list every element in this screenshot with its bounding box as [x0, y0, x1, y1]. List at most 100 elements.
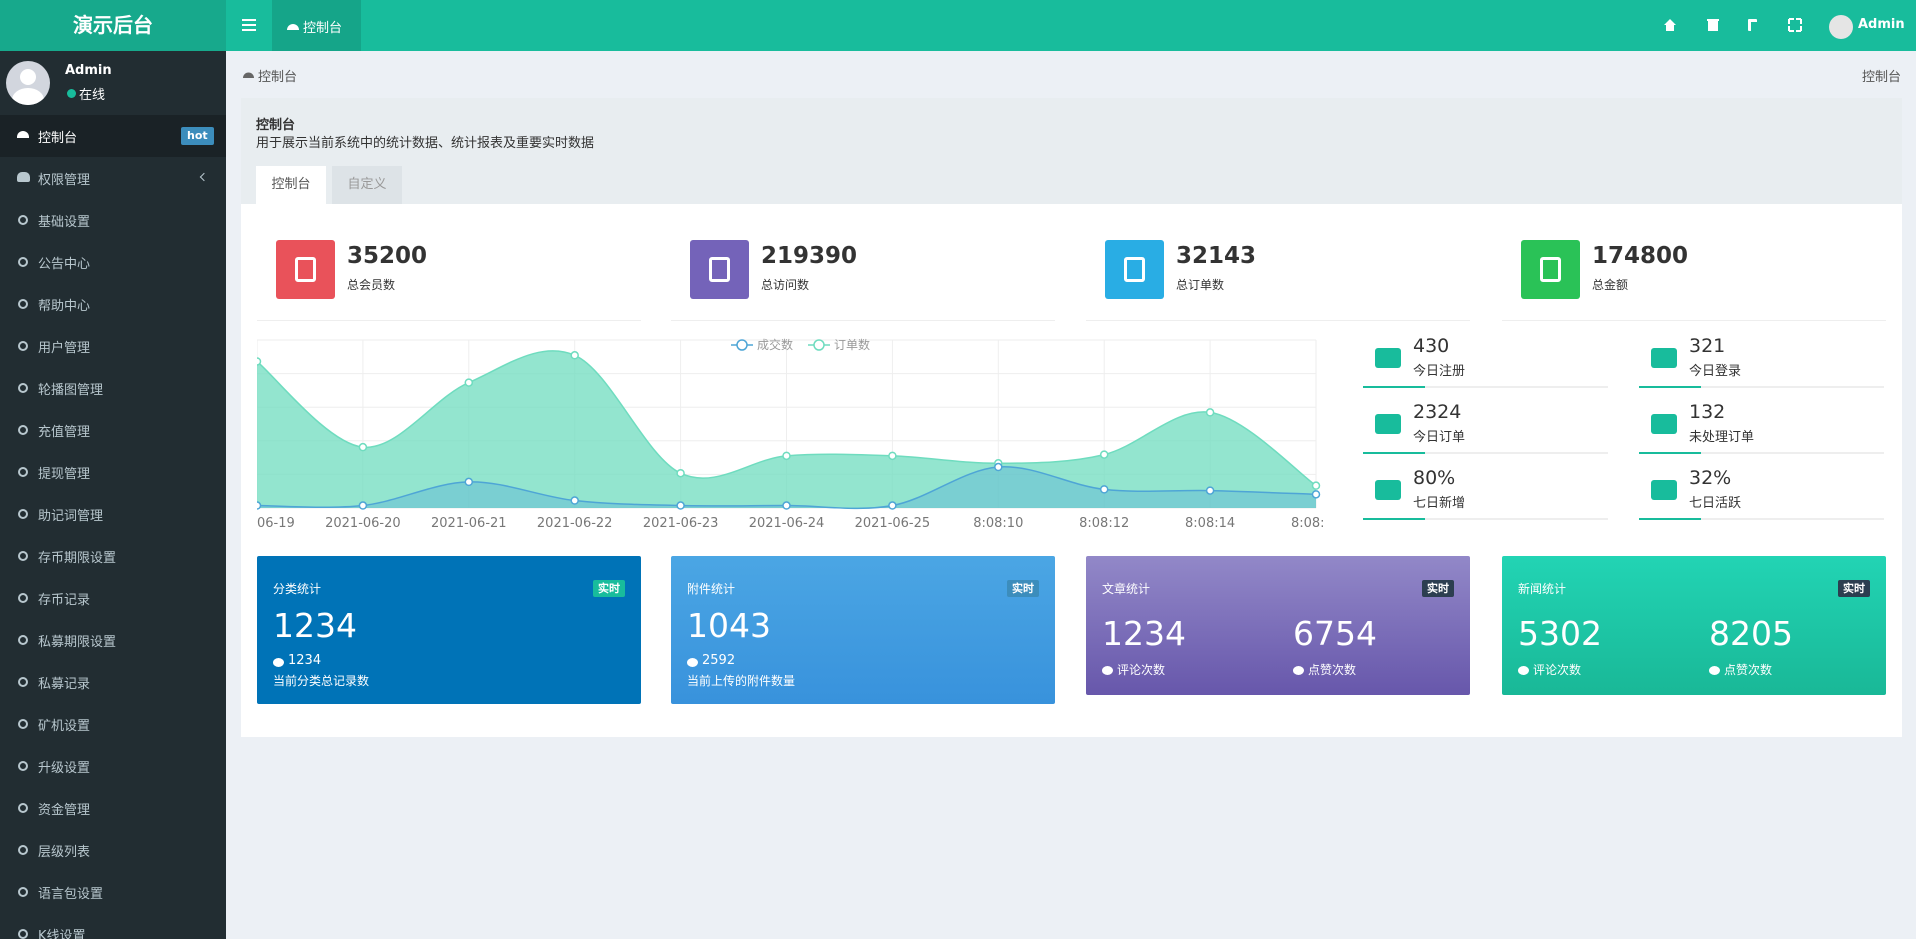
stat-card: 文章统计 实时 1234 评论次数 6754 点赞次数 — [1086, 556, 1470, 695]
menu-item[interactable]: 公告中心 — [0, 241, 226, 283]
menu-item[interactable]: 存币记录 — [0, 577, 226, 619]
panel-tab[interactable]: 自定义 — [332, 166, 402, 204]
x-tick-label: 2021-06-24 — [749, 516, 825, 531]
mini-icon — [1375, 348, 1401, 368]
legend-item[interactable]: 成交数 — [731, 337, 793, 352]
stat-icon — [690, 240, 749, 299]
menu-icon — [18, 509, 28, 519]
menu-item[interactable]: 基础设置 — [0, 199, 226, 241]
data-point — [888, 451, 897, 461]
x-tick-label: 8:08:16 — [1291, 516, 1323, 531]
series-area — [257, 466, 1316, 509]
menu-item[interactable]: 帮助中心 — [0, 283, 226, 325]
menu-icon — [18, 593, 28, 603]
menu-badge: hot — [181, 127, 214, 145]
menu-item[interactable]: 控制台 hot — [0, 115, 226, 157]
card-label: 当前分类总记录数 — [273, 674, 370, 688]
mini-value: 32% — [1689, 467, 1732, 489]
panel-tab[interactable]: 控制台 — [256, 166, 326, 204]
legend-label: 订单数 — [834, 337, 870, 352]
mini-divider — [1363, 452, 1608, 454]
menu-item[interactable]: 充值管理 — [0, 409, 226, 451]
mini-divider-accent — [1639, 452, 1701, 454]
mini-divider — [1639, 386, 1884, 388]
menu-item[interactable]: 提现管理 — [0, 451, 226, 493]
menu-label: 私募记录 — [38, 677, 91, 692]
menu-item[interactable]: 用户管理 — [0, 325, 226, 367]
menu-label: 控制台 — [38, 131, 78, 146]
x-tick-label: 8:08:12 — [1079, 516, 1129, 531]
card-sub: 2592 — [702, 653, 736, 668]
mini-divider-accent — [1363, 386, 1425, 388]
menu-item[interactable]: 层级列表 — [0, 829, 226, 871]
mini-icon — [1651, 480, 1677, 500]
menu-chevron — [199, 172, 209, 182]
data-point — [888, 501, 897, 510]
menu-item[interactable]: 存币期限设置 — [0, 535, 226, 577]
menu-toggle[interactable] — [242, 19, 256, 31]
card-icon — [687, 658, 698, 667]
menu-item[interactable]: K线设置 — [0, 913, 226, 939]
legend-marker — [736, 339, 748, 351]
data-point — [257, 501, 262, 510]
menu-label: 公告中心 — [38, 257, 91, 272]
menu-label: 基础设置 — [38, 215, 91, 230]
mini-value: 132 — [1689, 401, 1726, 423]
data-point — [1099, 450, 1109, 459]
stat-divider — [671, 320, 1055, 321]
menu-icon — [18, 761, 28, 771]
menu-label: 矿机设置 — [38, 719, 91, 734]
stat-divider — [1086, 320, 1470, 321]
header-user[interactable]: Admin — [1858, 17, 1905, 32]
stat-divider — [257, 320, 641, 321]
menu-label: 层级列表 — [38, 845, 91, 860]
menu-label: 升级设置 — [38, 761, 91, 776]
stat-label: 总访问数 — [761, 278, 810, 292]
nav-tab[interactable]: 控制台 — [272, 0, 361, 51]
breadcrumb-icon — [243, 72, 254, 78]
card-icon — [1518, 666, 1529, 675]
avatar-head — [20, 69, 36, 85]
stat-card: 新闻统计 实时 5302 评论次数 8205 点赞次数 — [1502, 556, 1886, 695]
mini-label: 今日登录 — [1689, 364, 1742, 379]
mini-divider — [1639, 452, 1884, 454]
legend-label: 成交数 — [757, 337, 793, 352]
legend-item[interactable]: 订单数 — [808, 337, 870, 352]
data-point — [570, 496, 579, 505]
user-status: 在线 — [79, 88, 106, 103]
menu-item[interactable]: 私募期限设置 — [0, 619, 226, 661]
menu-item[interactable]: 私募记录 — [0, 661, 226, 703]
menu-label: 存币期限设置 — [38, 551, 117, 566]
panel-title: 控制台 — [256, 118, 296, 133]
menu-item[interactable]: 升级设置 — [0, 745, 226, 787]
mini-icon — [1375, 480, 1401, 500]
card-value: 1234 — [1102, 614, 1186, 653]
stat-label: 总订单数 — [1176, 278, 1225, 292]
menu-item[interactable]: 权限管理 — [0, 157, 226, 199]
mini-icon — [1375, 414, 1401, 434]
panel: 控制台 用于展示当前系统中的统计数据、统计报表及重要实时数据 控制台 自定义 35… — [241, 98, 1902, 737]
menu-item[interactable]: 轮播图管理 — [0, 367, 226, 409]
menu-item[interactable]: 资金管理 — [0, 787, 226, 829]
menu-icon — [18, 551, 28, 561]
card-sub: 1234 — [288, 653, 322, 668]
header-icons[interactable] — [1663, 18, 1803, 32]
menu-label: 权限管理 — [38, 173, 91, 188]
logo[interactable]: 演示后台 — [0, 0, 226, 51]
mini-divider — [1363, 386, 1608, 388]
menu-label: 帮助中心 — [38, 299, 91, 314]
menu-item[interactable]: 矿机设置 — [0, 703, 226, 745]
menu-item[interactable]: 语言包设置 — [0, 871, 226, 913]
series-line — [257, 350, 1317, 487]
x-tick-label: 2021-06-21 — [431, 516, 507, 531]
tab-icon — [287, 24, 299, 30]
stat-card: 分类统计 实时 1234 1234 当前分类总记录数 — [257, 556, 641, 704]
mini-icon — [1651, 414, 1677, 434]
breadcrumb[interactable]: 控制台 — [258, 70, 298, 85]
menu-icon — [17, 172, 30, 182]
stat-icon — [276, 240, 335, 299]
panel-description: 用于展示当前系统中的统计数据、统计报表及重要实时数据 — [256, 136, 595, 151]
menu-icon — [18, 887, 28, 897]
header-avatar[interactable] — [1829, 15, 1853, 39]
menu-item[interactable]: 助记词管理 — [0, 493, 226, 535]
